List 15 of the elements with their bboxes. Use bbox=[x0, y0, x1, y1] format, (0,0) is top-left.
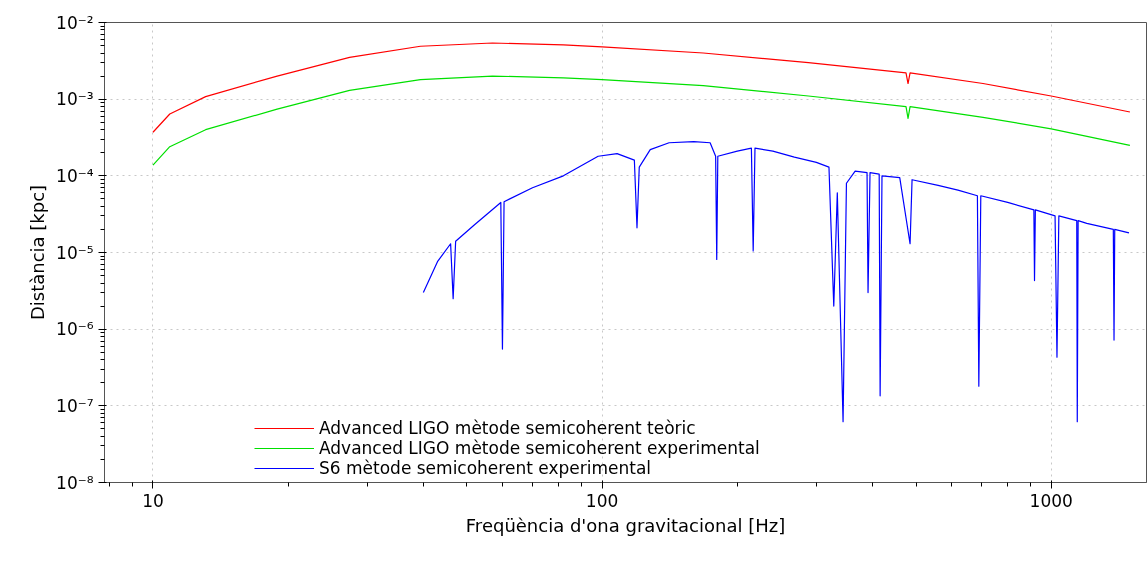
y-tick-label: 10⁻⁴ bbox=[56, 165, 94, 186]
y-tick-label: 10⁻⁵ bbox=[56, 242, 94, 263]
y-tick-label: 10⁻² bbox=[56, 12, 94, 33]
legend-label: S6 mètode semicoherent experimental bbox=[319, 458, 652, 478]
y-tick-label: 10⁻³ bbox=[56, 89, 94, 110]
y-tick-label: 10⁻⁸ bbox=[56, 472, 94, 493]
x-tick-label: 1000 bbox=[1029, 490, 1073, 511]
y-tick-label: 10⁻⁷ bbox=[56, 395, 94, 416]
y-tick-label: 10⁻⁶ bbox=[56, 319, 94, 340]
legend-label: Advanced LIGO mètode semicoherent experimental bbox=[319, 438, 760, 458]
x-tick-label: 100 bbox=[585, 490, 619, 511]
y-axis-title: Distància [kpc] bbox=[27, 184, 49, 321]
x-tick-label: 10 bbox=[142, 490, 164, 511]
x-axis-title: Freqüència d'ona gravitacional [Hz] bbox=[465, 514, 786, 536]
legend-label: Advanced LIGO mètode semicoherent teòric bbox=[319, 418, 696, 438]
